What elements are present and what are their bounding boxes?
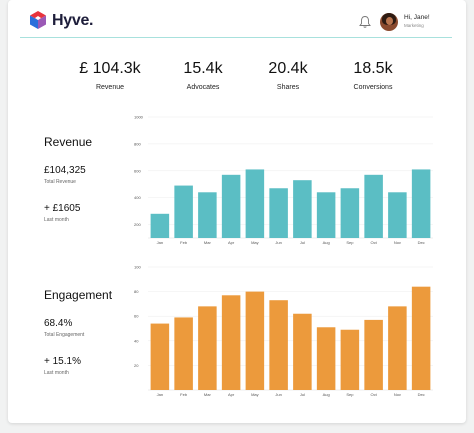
y-tick-label: 1000 bbox=[134, 115, 144, 120]
bar-oct[interactable] bbox=[364, 319, 383, 390]
x-tick-label: Jul bbox=[300, 240, 305, 245]
stat-advocates: 15.4k Advocates bbox=[158, 60, 248, 91]
y-tick-label: 100 bbox=[134, 265, 141, 270]
bar-dec[interactable] bbox=[411, 169, 431, 238]
x-tick-label: Nov bbox=[394, 392, 401, 397]
x-tick-label: Feb bbox=[180, 240, 188, 245]
x-tick-label: Jan bbox=[157, 240, 163, 245]
x-tick-label: Dec bbox=[418, 392, 425, 397]
bar-sep[interactable] bbox=[340, 329, 360, 390]
stat-revenue: £ 104.3k Revenue bbox=[65, 60, 155, 91]
engagement-total-label: Total Engagement bbox=[44, 332, 85, 338]
bar-dec[interactable] bbox=[411, 286, 431, 390]
bar-jul[interactable] bbox=[293, 313, 312, 390]
avatar[interactable] bbox=[380, 13, 398, 31]
x-tick-label: May bbox=[251, 240, 259, 245]
bar-mar[interactable] bbox=[198, 306, 217, 390]
bar-feb[interactable] bbox=[174, 317, 193, 390]
hyve-logo-icon[interactable] bbox=[28, 10, 48, 30]
revenue-change-label: Last month bbox=[44, 217, 69, 223]
bar-mar[interactable] bbox=[198, 192, 217, 238]
bar-apr[interactable] bbox=[221, 174, 241, 238]
bar-oct[interactable] bbox=[364, 174, 383, 238]
bar-jan[interactable] bbox=[150, 323, 170, 390]
bar-jun[interactable] bbox=[269, 300, 288, 390]
engagement-total-value: 68.4% bbox=[44, 318, 73, 329]
bar-jul[interactable] bbox=[293, 180, 312, 238]
x-tick-label: Oct bbox=[371, 392, 378, 397]
bar-jun[interactable] bbox=[269, 188, 288, 238]
x-tick-label: Dec bbox=[418, 240, 425, 245]
y-tick-label: 40 bbox=[134, 338, 139, 343]
stat-value: 18.5k bbox=[353, 60, 393, 77]
x-tick-label: Jan bbox=[157, 392, 163, 397]
bar-sep[interactable] bbox=[340, 188, 360, 238]
bar-apr[interactable] bbox=[221, 295, 241, 390]
x-tick-label: May bbox=[251, 392, 259, 397]
x-tick-label: Jun bbox=[275, 240, 281, 245]
revenue-total-value: £104,325 bbox=[44, 165, 86, 176]
bar-nov[interactable] bbox=[388, 306, 407, 390]
bar-jan[interactable] bbox=[150, 213, 170, 238]
x-tick-label: Feb bbox=[180, 392, 188, 397]
revenue-change-value: + £1605 bbox=[44, 203, 81, 214]
bar-feb[interactable] bbox=[174, 185, 193, 238]
revenue-title: Revenue bbox=[44, 135, 93, 149]
bar-may[interactable] bbox=[245, 291, 265, 390]
bar-aug[interactable] bbox=[316, 327, 336, 390]
y-tick-label: 80 bbox=[134, 289, 139, 294]
y-tick-label: 200 bbox=[134, 222, 141, 227]
x-tick-label: Aug bbox=[323, 240, 330, 245]
header-divider bbox=[20, 37, 452, 38]
engagement-change-label: Last month bbox=[44, 370, 69, 376]
revenue-total-label: Total Revenue bbox=[44, 179, 76, 185]
x-tick-label: Mar bbox=[204, 392, 212, 397]
revenue-bar-chart: 200 400 600 800 1000 Jan Feb Mar Apr May Jun Jul Aug… bbox=[134, 115, 433, 245]
stat-value: 20.4k bbox=[268, 60, 308, 77]
x-tick-label: Nov bbox=[394, 240, 401, 245]
x-tick-label: Mar bbox=[204, 240, 212, 245]
stat-value: 15.4k bbox=[183, 60, 223, 77]
top-bar: Hyve. Hi, Jane! Marketing bbox=[8, 0, 466, 38]
stat-shares: 20.4k Shares bbox=[243, 60, 333, 91]
x-tick-label: Aug bbox=[323, 392, 330, 397]
x-tick-label: Sep bbox=[346, 240, 354, 245]
x-tick-label: Oct bbox=[371, 240, 378, 245]
x-tick-label: Apr bbox=[228, 392, 235, 397]
bar-may[interactable] bbox=[245, 169, 265, 238]
stat-conversions: 18.5k Conversions bbox=[328, 60, 418, 91]
engagement-bar-chart: 20 40 60 80 100 Jan Feb Mar Apr May Jun Jul Aug Sep Oc… bbox=[134, 265, 433, 397]
stat-label: Advocates bbox=[186, 84, 220, 91]
stat-label: Shares bbox=[276, 84, 300, 91]
bar-aug[interactable] bbox=[316, 192, 336, 238]
x-tick-label: Apr bbox=[228, 240, 235, 245]
engagement-change-value: + 15.1% bbox=[44, 356, 81, 367]
y-tick-label: 20 bbox=[134, 363, 139, 368]
x-tick-label: Jun bbox=[275, 392, 281, 397]
y-tick-label: 400 bbox=[134, 195, 141, 200]
x-tick-label: Jul bbox=[300, 392, 305, 397]
stat-label: Conversions bbox=[353, 84, 393, 91]
y-tick-label: 60 bbox=[134, 314, 139, 319]
stat-label: Revenue bbox=[95, 84, 125, 91]
y-tick-label: 600 bbox=[134, 168, 141, 173]
bar-nov[interactable] bbox=[388, 192, 407, 238]
bell-icon[interactable] bbox=[358, 15, 372, 29]
x-tick-label: Sep bbox=[346, 392, 354, 397]
y-tick-label: 800 bbox=[134, 141, 141, 146]
user-role: Marketing bbox=[404, 23, 424, 28]
dashboard-card: Hyve. Hi, Jane! Marketing £ 104.3k Reven… bbox=[8, 0, 466, 423]
user-greeting[interactable]: Hi, Jane! bbox=[404, 14, 430, 21]
stat-value: £ 104.3k bbox=[79, 60, 141, 77]
engagement-title: Engagement bbox=[44, 288, 113, 302]
brand-name[interactable]: Hyve. bbox=[52, 12, 94, 29]
